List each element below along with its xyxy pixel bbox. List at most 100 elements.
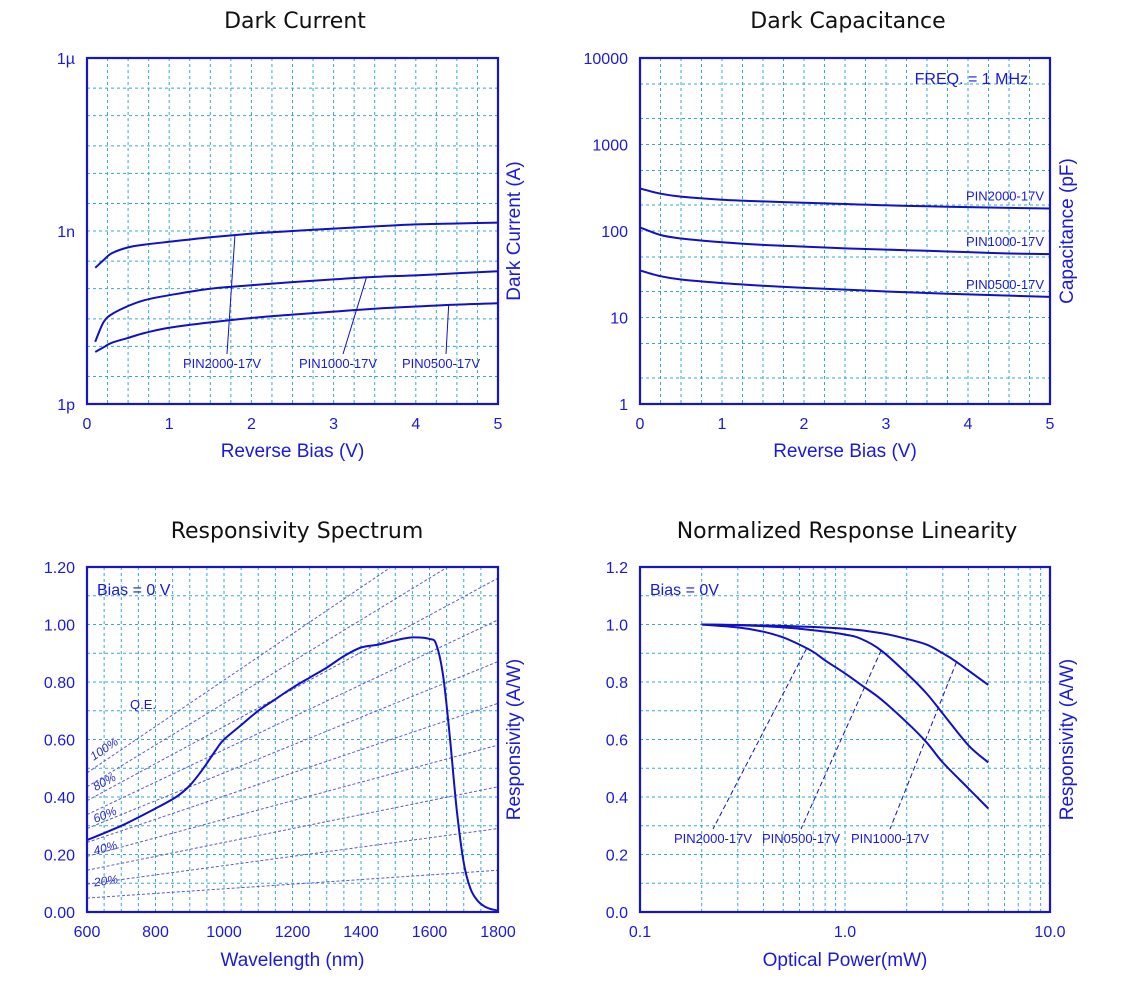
qe-label: 60% (91, 804, 119, 826)
series-line-pin0500-17v (94, 302, 498, 353)
qe-label: 20% (92, 872, 119, 889)
qe-label: 100% (88, 734, 122, 763)
x-tick-label: 0 (83, 416, 92, 433)
series-line-pin0500-17v (640, 269, 1050, 298)
y-tick-label: 0.60 (44, 733, 75, 750)
series-line-pin0500-17v (701, 623, 989, 764)
y-tick-label: 1.20 (44, 560, 75, 577)
chart-annotation: Bias = 0 V (97, 582, 171, 599)
y-tick-label: 0.80 (44, 675, 75, 692)
plot-frame (638, 565, 1052, 914)
y-tick-label: 1.00 (44, 618, 75, 635)
qe-line (87, 828, 498, 885)
y-tick-label: 1.0 (606, 618, 628, 635)
y-tick-label: 1 (619, 397, 628, 414)
series-label: PIN2000-17V (966, 189, 1044, 204)
plot-frame (638, 56, 1052, 406)
series-label: PIN2000-17V (674, 831, 752, 846)
x-tick-label: 5 (494, 416, 503, 433)
series-label: PIN0500-17V (762, 831, 840, 846)
qe-line (87, 619, 498, 816)
plot-frame (85, 56, 500, 406)
series-label: PIN1000-17V (966, 234, 1044, 249)
y-tick-label: 0.6 (606, 733, 628, 750)
x-axis-label: Reverse Bias (V) (221, 441, 365, 462)
y-tick-label: 1n (57, 224, 75, 241)
x-tick-label: 600 (74, 924, 101, 941)
y-tick-label: 100 (601, 224, 628, 241)
label-leader (445, 304, 450, 355)
x-axis-label: Reverse Bias (V) (773, 441, 917, 462)
series-label: PIN2000-17V (183, 356, 261, 371)
series-line-pin1000-17v (640, 226, 1050, 256)
y-tick-label: 0.0 (606, 905, 628, 922)
y-tick-label: 10000 (584, 51, 629, 68)
qe-label: 40% (92, 838, 119, 858)
x-tick-label: 3 (882, 416, 891, 433)
x-axis-label: Wavelength (nm) (221, 950, 365, 971)
plot-frame (85, 565, 500, 914)
series-line-pin1000-17v (701, 623, 989, 686)
y-axis-label: Dark Current (A) (504, 161, 525, 300)
y-axis-label: Responsivity (A/W) (504, 659, 525, 821)
qe-line (87, 744, 498, 857)
y-tick-label: 0.8 (606, 675, 628, 692)
y-tick-label: 10 (610, 311, 628, 328)
qe-line (87, 661, 498, 829)
y-tick-label: 1µ (57, 51, 75, 68)
x-tick-label: 10.0 (1034, 924, 1065, 941)
x-tick-label: 1 (718, 416, 727, 433)
series-line-pin2000-17v (94, 221, 498, 269)
x-axis-label: Optical Power(mW) (763, 950, 928, 971)
x-tick-label: 4 (411, 416, 420, 433)
x-tick-label: 1800 (480, 924, 516, 941)
series-label: PIN0500-17V (402, 356, 480, 371)
series-label: PIN1000-17V (851, 831, 929, 846)
x-tick-label: 800 (142, 924, 169, 941)
chart-annotation: Bias = 0V (650, 582, 719, 599)
y-tick-label: 0.00 (44, 905, 75, 922)
x-tick-label: 2 (800, 416, 809, 433)
y-tick-label: 1.2 (606, 560, 628, 577)
series-line (87, 636, 498, 912)
x-tick-label: 4 (964, 416, 973, 433)
y-tick-label: 1000 (592, 138, 628, 155)
x-tick-label: 5 (1046, 416, 1055, 433)
qe-line (87, 577, 498, 802)
x-tick-label: 3 (329, 416, 338, 433)
x-tick-label: 1600 (412, 924, 448, 941)
chart-panel-1: Dark Current 0 1 2 3 4 5 1p 1n 1µ Reverse Bias (V)… (57, 9, 525, 462)
chart-panel-4: Normalized Response Linearity 0.1 1.0 10.0 0… (606, 519, 1078, 971)
x-tick-label: 1000 (206, 924, 242, 941)
qe-line (87, 869, 498, 899)
label-leader (889, 661, 957, 830)
y-axis-label: Capacitance (pF) (1057, 158, 1078, 304)
x-tick-label: 1200 (275, 924, 311, 941)
series-label: PIN1000-17V (299, 356, 377, 371)
x-tick-label: 0 (636, 416, 645, 433)
chart-panel-3: Responsivity Spectrum100%80%60%40%20%Q.E… (44, 519, 525, 971)
chart-title: Dark Current (224, 9, 366, 34)
x-tick-label: 1 (165, 416, 174, 433)
x-tick-label: 1.0 (834, 924, 856, 941)
x-tick-label: 1400 (343, 924, 379, 941)
y-tick-label: 0.20 (44, 848, 75, 865)
qe-line (87, 567, 449, 788)
y-tick-label: 0.2 (606, 848, 628, 865)
chart-title: Normalized Response Linearity (677, 519, 1018, 544)
label-leader (342, 277, 367, 355)
series-line-pin2000-17v (701, 623, 990, 810)
y-tick-label: 0.4 (606, 790, 628, 807)
y-tick-label: 0.40 (44, 790, 75, 807)
chart-annotation: FREQ. = 1 MHz (915, 71, 1028, 88)
x-tick-label: 0.1 (629, 924, 651, 941)
label-leader (800, 650, 882, 830)
qe-line (87, 702, 498, 843)
y-axis-label: Responsivity (A/W) (1057, 659, 1078, 821)
x-tick-label: 2 (247, 416, 256, 433)
chart-title: Dark Capacitance (750, 9, 945, 34)
qe-lines (87, 567, 498, 899)
label-leader (226, 234, 236, 355)
